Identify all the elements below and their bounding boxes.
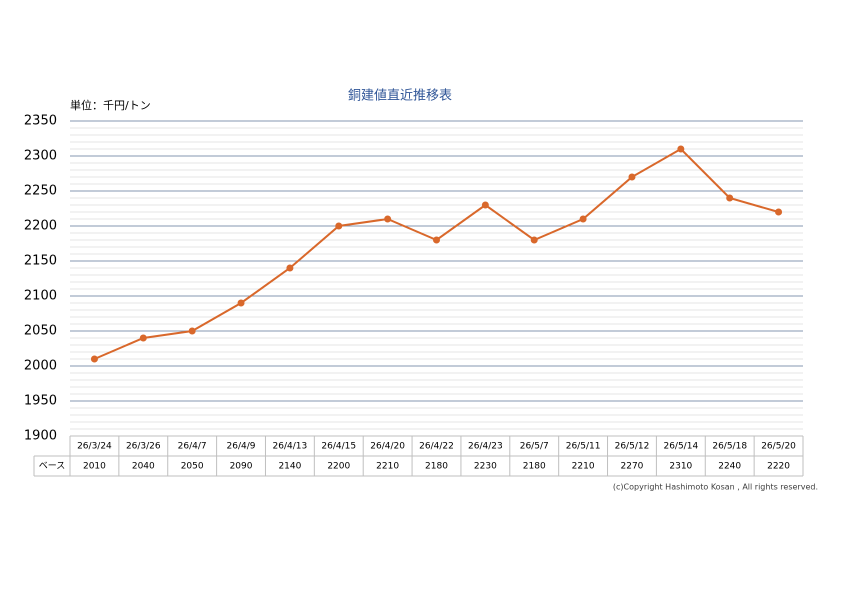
- table-value: 2090: [230, 462, 253, 472]
- point: [188, 327, 196, 335]
- x-tick-label: 26/5/14: [663, 442, 698, 452]
- y-tick-label: 2350: [24, 114, 57, 129]
- x-tick-label: 26/4/13: [273, 442, 308, 452]
- table-row-label: ベース: [39, 462, 66, 472]
- point: [530, 236, 538, 244]
- point: [775, 208, 783, 216]
- x-tick-label: 26/3/24: [77, 442, 112, 452]
- table-value: 2010: [83, 462, 106, 472]
- x-tick-label: 26/4/9: [227, 442, 256, 452]
- y-tick-label: 2000: [24, 359, 57, 374]
- y-tick-label: 2300: [24, 149, 57, 164]
- x-tick-label: 26/4/15: [321, 442, 356, 452]
- point: [335, 222, 343, 230]
- point: [139, 334, 147, 342]
- copyright: (c)Copyright Hashimoto Kosan , All right…: [613, 483, 818, 492]
- point: [237, 299, 245, 307]
- table-value: 2310: [669, 462, 692, 472]
- y-tick-label: 2050: [24, 324, 57, 339]
- table-value: 2200: [327, 462, 350, 472]
- x-tick-label: 26/5/7: [520, 442, 549, 452]
- y-tick-label: 2100: [24, 289, 57, 304]
- table-value: 2140: [278, 462, 301, 472]
- table-value: 2240: [718, 462, 741, 472]
- x-tick-label: 26/4/23: [468, 442, 503, 452]
- x-tick-label: 26/4/20: [370, 442, 405, 452]
- point: [481, 201, 489, 209]
- point: [433, 236, 440, 244]
- table-value: 2180: [425, 462, 448, 472]
- x-tick-label: 26/3/26: [126, 442, 161, 452]
- table-value: 2210: [572, 462, 595, 472]
- y-tick-label: 2150: [24, 254, 57, 269]
- point: [579, 215, 587, 223]
- point: [726, 194, 734, 202]
- point: [286, 264, 294, 272]
- x-tick-label: 26/5/11: [566, 442, 601, 452]
- y-tick-label: 2200: [24, 219, 57, 234]
- table-value: 2220: [767, 462, 790, 472]
- y-tick-label: 1900: [24, 429, 57, 444]
- x-tick-label: 26/5/12: [615, 442, 650, 452]
- point: [677, 145, 685, 153]
- table-value: 2180: [523, 462, 546, 472]
- y-tick-label: 2250: [24, 184, 57, 199]
- unit-label: 単位：千円/トン: [70, 98, 151, 112]
- y-tick-label: 1950: [24, 394, 57, 409]
- x-tick-label: 26/5/20: [761, 442, 796, 452]
- table-value: 2230: [474, 462, 497, 472]
- x-tick-label: 26/4/22: [419, 442, 454, 452]
- table-value: 2210: [376, 462, 399, 472]
- table-value: 2040: [132, 462, 155, 472]
- table-value: 2050: [181, 462, 204, 472]
- chart-title: 銅建値直近推移表: [348, 88, 452, 104]
- point: [384, 215, 392, 223]
- point: [90, 355, 98, 363]
- table-value: 2270: [621, 462, 644, 472]
- point: [628, 173, 636, 181]
- x-tick-label: 26/5/18: [712, 442, 747, 452]
- x-tick-label: 26/4/7: [178, 442, 207, 452]
